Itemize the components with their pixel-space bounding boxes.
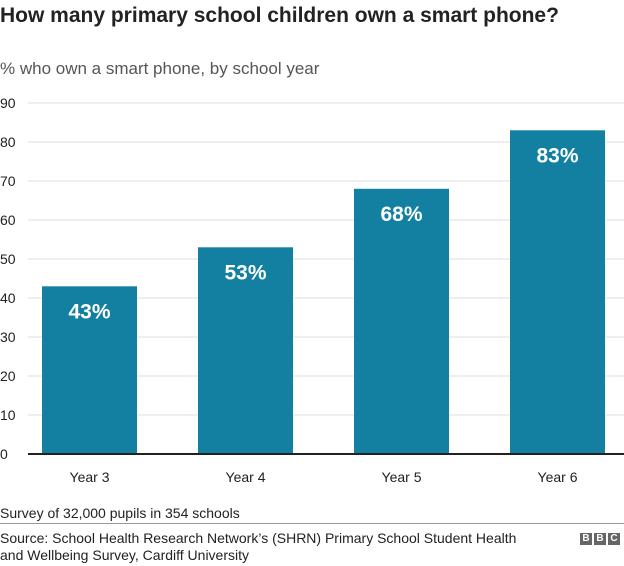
bar xyxy=(42,286,137,454)
x-tick-label: Year 3 xyxy=(70,469,110,485)
y-tick-label: 50 xyxy=(0,251,16,267)
footnote: Survey of 32,000 pupils in 354 schools xyxy=(0,505,240,521)
data-label: 53% xyxy=(224,261,266,284)
y-tick-label: 30 xyxy=(0,329,16,345)
bar xyxy=(198,247,293,454)
plot-area: 0 10 20 30 40 50 60 70 80 90 43% Year 3 53% Year 4 68%… xyxy=(0,95,624,485)
y-tick-label: 90 xyxy=(0,95,16,111)
y-tick-label: 10 xyxy=(0,407,16,423)
chart-title: How many primary school children own a s… xyxy=(0,4,559,27)
x-tick-label: Year 5 xyxy=(382,469,422,485)
y-tick-label: 60 xyxy=(0,212,16,228)
y-tick-label: 70 xyxy=(0,173,16,189)
y-tick-label: 80 xyxy=(0,134,16,150)
divider xyxy=(0,523,624,524)
bar xyxy=(510,130,605,455)
x-tick-label: Year 4 xyxy=(226,469,266,485)
data-label: 83% xyxy=(536,144,578,167)
data-label: 68% xyxy=(380,203,422,226)
bar xyxy=(354,188,449,455)
chart-subtitle: % who own a smart phone, by school year xyxy=(0,59,320,78)
y-tick-label: 0 xyxy=(0,446,8,462)
x-tick-label: Year 6 xyxy=(538,469,578,485)
source-text: Source: School Health Research Network’s… xyxy=(0,530,517,563)
y-tick-label: 40 xyxy=(0,290,16,306)
data-label: 43% xyxy=(68,300,110,323)
y-tick-label: 20 xyxy=(0,368,16,384)
